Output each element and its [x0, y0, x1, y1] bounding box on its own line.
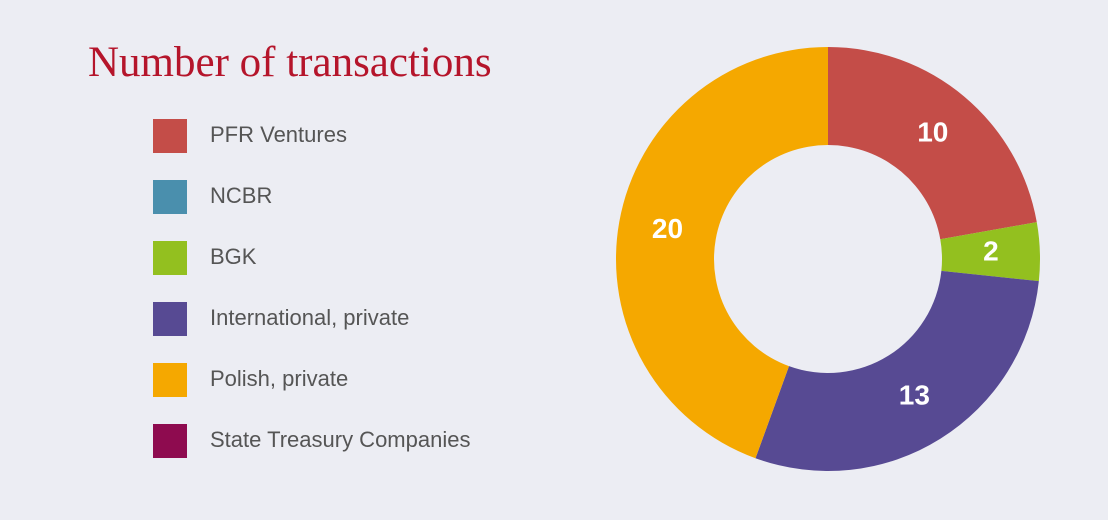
donut-slice: [755, 270, 1039, 471]
data-label: 10: [917, 117, 948, 148]
legend-swatch: [153, 363, 187, 397]
legend-label: BGK: [210, 244, 257, 269]
legend-label: NCBR: [210, 183, 272, 208]
data-label: 2: [983, 236, 999, 267]
legend-label: State Treasury Companies: [210, 427, 470, 452]
data-label: 13: [899, 380, 930, 411]
data-label: 20: [652, 213, 683, 244]
legend-swatch: [153, 302, 187, 336]
donut-slice: [940, 222, 1041, 282]
legend-label: Polish, private: [210, 366, 348, 391]
donut-slice: [615, 46, 828, 459]
legend-swatch: [153, 424, 187, 458]
donut-slice: [828, 47, 1037, 240]
legend-label: PFR Ventures: [210, 122, 347, 147]
legend-swatch: [153, 119, 187, 153]
legend-swatch: [153, 241, 187, 275]
legend-swatch: [153, 180, 187, 214]
chart-title: Number of transactions: [88, 39, 492, 86]
legend-label: International, private: [210, 305, 409, 330]
